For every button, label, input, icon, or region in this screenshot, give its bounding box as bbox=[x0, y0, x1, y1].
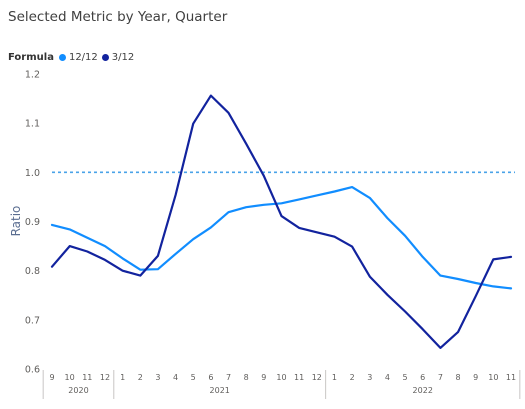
legend-label-series-1: 12/12 bbox=[68, 52, 98, 63]
year-label: 2022 bbox=[413, 386, 433, 395]
y-axis-title: Ratio bbox=[9, 206, 23, 237]
x-tick-label: 11 bbox=[506, 373, 516, 382]
x-tick-label: 11 bbox=[82, 373, 92, 382]
x-tick-label: 9 bbox=[473, 373, 478, 382]
legend-marker-series-2 bbox=[101, 54, 109, 61]
series-line-1 bbox=[50, 186, 513, 290]
x-tick-label: 5 bbox=[403, 373, 408, 382]
x-tick-label: 10 bbox=[488, 373, 498, 382]
series-line-2 bbox=[50, 94, 513, 349]
legend-item-series-2[interactable]: 3/12 bbox=[101, 52, 135, 63]
series-layer bbox=[50, 94, 513, 349]
y-tick-label: 0.6 bbox=[25, 365, 40, 376]
y-tick-label: 1.1 bbox=[25, 119, 40, 130]
x-tick-label: 10 bbox=[65, 373, 75, 382]
x-tick-label: 6 bbox=[208, 373, 213, 382]
year-label: 2021 bbox=[210, 386, 230, 395]
x-tick-label: 9 bbox=[261, 373, 266, 382]
x-tick-label: 7 bbox=[438, 373, 443, 382]
x-tick-label: 7 bbox=[226, 373, 231, 382]
x-tick-label: 9 bbox=[49, 373, 54, 382]
x-tick-label: 1 bbox=[120, 373, 125, 382]
year-label: 2020 bbox=[68, 386, 88, 395]
legend-item-series-1[interactable]: 12/12 bbox=[58, 52, 98, 63]
x-tick-label: 10 bbox=[276, 373, 286, 382]
chart-title: Selected Metric by Year, Quarter bbox=[8, 9, 228, 25]
y-tick-label: 0.7 bbox=[25, 315, 40, 326]
x-tick-label: 12 bbox=[312, 373, 322, 382]
x-tick-label: 3 bbox=[155, 373, 160, 382]
legend-label-series-2: 3/12 bbox=[111, 52, 135, 63]
y-tick-label: 0.8 bbox=[25, 266, 40, 277]
x-tick-label: 8 bbox=[244, 373, 249, 382]
y-axis: 0.6 0.7 0.8 0.9 1.0 1.1 1.2 bbox=[25, 70, 40, 376]
x-tick-label: 8 bbox=[455, 373, 460, 382]
x-tick-label: 11 bbox=[294, 373, 304, 382]
y-tick-label: 1.0 bbox=[25, 168, 40, 179]
x-tick-label: 5 bbox=[191, 373, 196, 382]
x-tick-label: 3 bbox=[367, 373, 372, 382]
x-tick-label: 4 bbox=[173, 373, 178, 382]
legend-marker-series-1 bbox=[58, 54, 66, 61]
x-tick-label: 2 bbox=[350, 373, 355, 382]
x-tick-label: 4 bbox=[385, 373, 390, 382]
x-tick-label: 2 bbox=[138, 373, 143, 382]
y-tick-label: 1.2 bbox=[25, 70, 40, 81]
x-tick-label: 12 bbox=[100, 373, 110, 382]
legend: Formula 12/12 3/12 bbox=[8, 52, 138, 63]
x-tick-label: 1 bbox=[332, 373, 337, 382]
legend-title: Formula bbox=[8, 52, 54, 63]
y-tick-label: 0.9 bbox=[25, 217, 40, 228]
x-tick-label: 6 bbox=[420, 373, 425, 382]
